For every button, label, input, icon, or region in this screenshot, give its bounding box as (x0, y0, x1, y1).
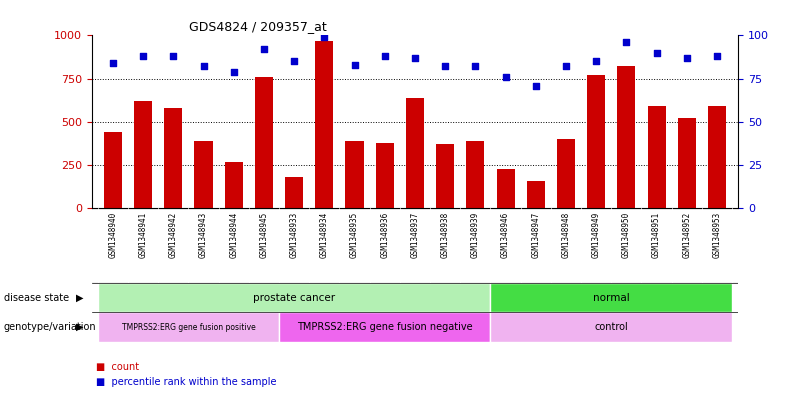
Text: GSM1348947: GSM1348947 (531, 212, 540, 258)
Bar (98, 312, 279, 342)
Bar (315, 40, 334, 208)
Text: GSM1348950: GSM1348950 (622, 212, 631, 258)
Text: genotype/variation: genotype/variation (4, 322, 97, 332)
Bar (195, 141, 212, 208)
Bar (557, 139, 575, 208)
Text: GSM1348949: GSM1348949 (591, 212, 601, 258)
Text: GSM1348940: GSM1348940 (109, 212, 117, 258)
Bar (406, 97, 424, 208)
Point (469, 63, 482, 70)
Point (620, 39, 633, 46)
Point (197, 63, 210, 70)
Point (106, 60, 119, 66)
Bar (496, 169, 515, 208)
Bar (587, 75, 605, 208)
Text: GSM1348934: GSM1348934 (320, 212, 329, 258)
Text: disease state: disease state (4, 293, 69, 303)
Text: GSM1348938: GSM1348938 (440, 212, 449, 258)
Point (681, 55, 693, 61)
Bar (436, 144, 454, 208)
Text: ▶: ▶ (76, 322, 83, 332)
Point (318, 34, 330, 40)
Point (439, 63, 452, 70)
Point (650, 50, 663, 56)
Text: GSM1348944: GSM1348944 (229, 212, 239, 258)
Point (559, 63, 572, 70)
Bar (285, 177, 303, 208)
Bar (647, 106, 666, 208)
Text: GSM1348936: GSM1348936 (381, 212, 389, 258)
Point (227, 68, 240, 75)
Point (590, 58, 602, 64)
Text: ■  count: ■ count (96, 362, 139, 371)
Text: TMPRSS2:ERG gene fusion positive: TMPRSS2:ERG gene fusion positive (121, 323, 255, 332)
Text: normal: normal (593, 293, 630, 303)
Bar (708, 106, 726, 208)
Point (529, 83, 542, 89)
Bar (618, 66, 635, 208)
Bar (491, 312, 732, 342)
Point (136, 53, 149, 59)
Point (500, 74, 512, 80)
Point (288, 58, 301, 64)
Text: GSM1348946: GSM1348946 (501, 212, 510, 258)
Text: GSM1348939: GSM1348939 (471, 212, 480, 258)
Text: GSM1348933: GSM1348933 (290, 212, 298, 258)
Point (711, 53, 724, 59)
Text: GSM1348935: GSM1348935 (350, 212, 359, 258)
Text: prostate cancer: prostate cancer (253, 293, 335, 303)
Text: control: control (595, 322, 628, 332)
Text: GSM1348953: GSM1348953 (713, 212, 721, 258)
Text: GSM1348943: GSM1348943 (199, 212, 208, 258)
Text: ▶: ▶ (76, 293, 83, 303)
Text: GSM1348951: GSM1348951 (652, 212, 661, 258)
Text: ■  percentile rank within the sample: ■ percentile rank within the sample (96, 377, 276, 387)
Bar (279, 312, 491, 342)
Bar (678, 118, 696, 208)
Bar (225, 162, 243, 208)
Text: GSM1348937: GSM1348937 (410, 212, 420, 258)
Bar (466, 141, 484, 208)
Bar (527, 181, 545, 208)
Bar (376, 143, 394, 208)
Point (167, 53, 180, 59)
Text: GSM1348942: GSM1348942 (169, 212, 178, 258)
Point (348, 62, 361, 68)
Text: GDS4824 / 209357_at: GDS4824 / 209357_at (189, 20, 326, 33)
Text: GSM1348941: GSM1348941 (139, 212, 148, 258)
Point (378, 53, 391, 59)
Bar (134, 101, 152, 208)
Bar (346, 141, 364, 208)
Point (409, 55, 421, 61)
Point (258, 46, 271, 52)
Bar (491, 283, 732, 312)
Text: GSM1348952: GSM1348952 (682, 212, 691, 258)
Bar (98, 283, 491, 312)
Text: GSM1348948: GSM1348948 (562, 212, 571, 258)
Bar (255, 77, 273, 208)
Bar (164, 108, 183, 208)
Text: TMPRSS2:ERG gene fusion negative: TMPRSS2:ERG gene fusion negative (297, 322, 472, 332)
Bar (104, 132, 122, 208)
Text: GSM1348945: GSM1348945 (259, 212, 268, 258)
